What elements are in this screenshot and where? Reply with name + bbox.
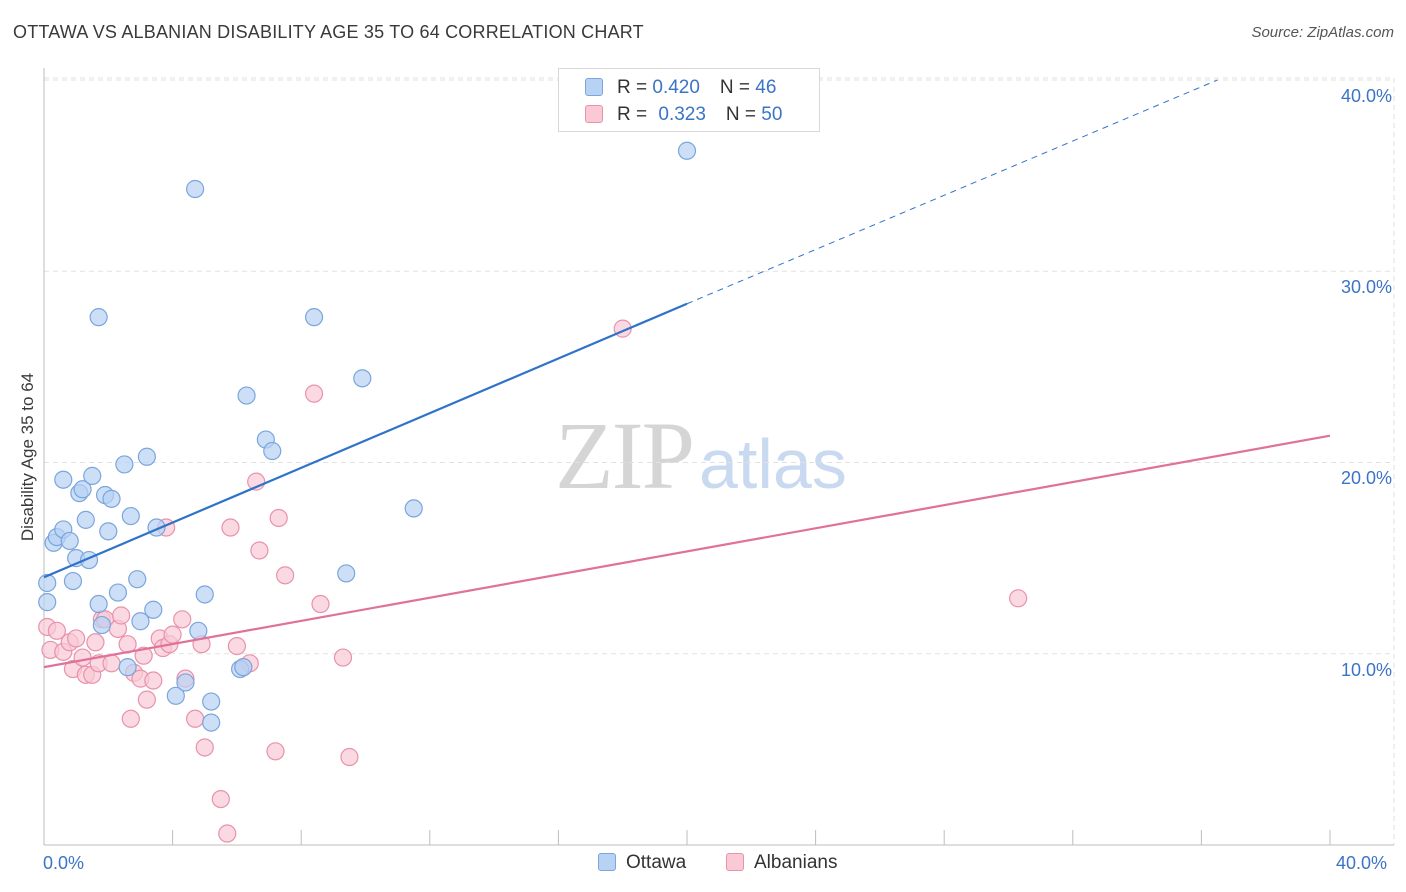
albanians-point — [227, 636, 246, 656]
albanians-point — [163, 625, 182, 644]
albanians-point — [311, 594, 330, 614]
ottawa-swatch-icon — [585, 78, 603, 96]
albanians-point — [304, 384, 324, 403]
ottawa-point — [176, 673, 195, 692]
albanians-point — [333, 648, 353, 667]
legend-item-ottawa[interactable]: Ottawa — [598, 852, 686, 874]
y-tick-label-30: 30.0% — [1340, 277, 1392, 297]
albanians-point — [195, 738, 214, 757]
albanians-point — [186, 709, 205, 728]
ottawa-point — [89, 594, 108, 614]
ottawa-point — [121, 506, 140, 526]
albanians-point — [121, 709, 140, 728]
y-axis-label: Disability Age 35 to 64 — [18, 372, 37, 542]
ottawa-point — [73, 480, 92, 499]
ottawa-trend-line — [43, 302, 688, 579]
ottawa-point — [186, 179, 205, 199]
legend-n-label: N = — [719, 77, 756, 98]
legend-row-ottawa: R = 0.420 N = 46 — [585, 77, 776, 99]
legend-item-albanians[interactable]: Albanians — [726, 852, 837, 874]
ottawa-point — [263, 441, 282, 461]
y-tick-label-40: 40.0% — [1340, 86, 1392, 106]
ottawa-point — [38, 593, 57, 612]
legend-n-value: 50 — [761, 104, 783, 125]
albanians-point — [102, 654, 121, 673]
ottawa-point — [99, 522, 118, 541]
y-tick-label-20: 20.0% — [1340, 468, 1392, 488]
ottawa-point — [83, 466, 102, 485]
albanians-legend-icon — [726, 853, 744, 871]
albanians-point — [211, 789, 230, 809]
albanians-point — [250, 541, 269, 560]
albanians-point — [276, 566, 295, 585]
legend-r-value: 0.323 — [658, 104, 706, 125]
albanians-point — [269, 508, 288, 528]
watermark-atlas: atlas — [699, 425, 847, 503]
legend-r-label: R = — [617, 104, 653, 125]
albanians-point — [112, 606, 131, 625]
legend-r-value: 0.420 — [652, 77, 700, 98]
ottawa-point — [189, 621, 208, 640]
ottawa-point — [202, 692, 221, 711]
x-tick-label-min: 0.0% — [43, 853, 85, 873]
ottawa-point — [353, 369, 372, 388]
albanians-swatch-icon — [585, 105, 603, 123]
albanians-point — [86, 633, 105, 652]
albanians-point — [134, 646, 153, 665]
legend-n-value: 46 — [755, 77, 777, 98]
ottawa-point — [404, 499, 423, 518]
stats-legend: R = 0.420 N = 46 R = 0.323 N = 50 — [558, 68, 820, 132]
ottawa-point — [102, 489, 121, 508]
ottawa-point — [60, 531, 79, 551]
ottawa-point — [92, 615, 111, 635]
albanians-point — [73, 648, 92, 667]
legend-n-label: N = — [725, 104, 762, 125]
albanians-point — [266, 742, 285, 761]
ottawa-point — [118, 658, 137, 677]
chart-title: OTTAWA VS ALBANIAN DISABILITY AGE 35 TO … — [13, 22, 644, 42]
ottawa-point — [76, 510, 95, 529]
albanians-point — [173, 610, 192, 629]
watermark-zip: ZIP — [555, 402, 695, 509]
ottawa-point — [38, 573, 57, 593]
ottawa-point — [137, 447, 156, 466]
ottawa-point — [115, 455, 134, 474]
ottawa-point — [54, 470, 73, 489]
ottawa-point — [89, 308, 108, 327]
legend-row-albanians: R = 0.323 N = 50 — [585, 104, 782, 126]
legend-label-ottawa: Ottawa — [626, 852, 687, 873]
ottawa-point — [337, 564, 356, 583]
legend-label-albanians: Albanians — [754, 852, 838, 873]
albanians-point — [137, 690, 156, 709]
ottawa-legend-icon — [598, 853, 616, 871]
y-tick-label-10: 10.0% — [1340, 660, 1392, 680]
ottawa-point — [63, 571, 83, 591]
ottawa-point — [166, 686, 185, 705]
watermark: ZIPatlas — [555, 400, 847, 511]
albanians-point — [144, 671, 163, 690]
ottawa-point — [131, 612, 150, 631]
ottawa-point — [128, 570, 147, 589]
albanians-point — [221, 518, 240, 537]
ottawa-point — [202, 713, 221, 732]
legend-r-label: R = — [617, 77, 653, 98]
ottawa-point — [237, 386, 256, 405]
albanians-point — [340, 747, 359, 767]
ottawa-point — [304, 308, 324, 327]
ottawa-trend-extension — [686, 79, 1218, 305]
albanians-point — [1009, 589, 1028, 608]
ottawa-point — [108, 583, 128, 602]
x-tick-label-max: 40.0% — [1336, 853, 1388, 873]
ottawa-point — [144, 600, 163, 619]
ottawa-point — [195, 585, 214, 604]
albanians-point — [218, 824, 237, 843]
albanians-point — [67, 629, 86, 648]
albanians-trend-line — [43, 434, 1331, 669]
ottawa-point — [234, 658, 253, 677]
albanians-point — [47, 621, 66, 640]
source-credit: Source: ZipAtlas.com — [1251, 24, 1394, 41]
ottawa-point — [677, 141, 697, 160]
